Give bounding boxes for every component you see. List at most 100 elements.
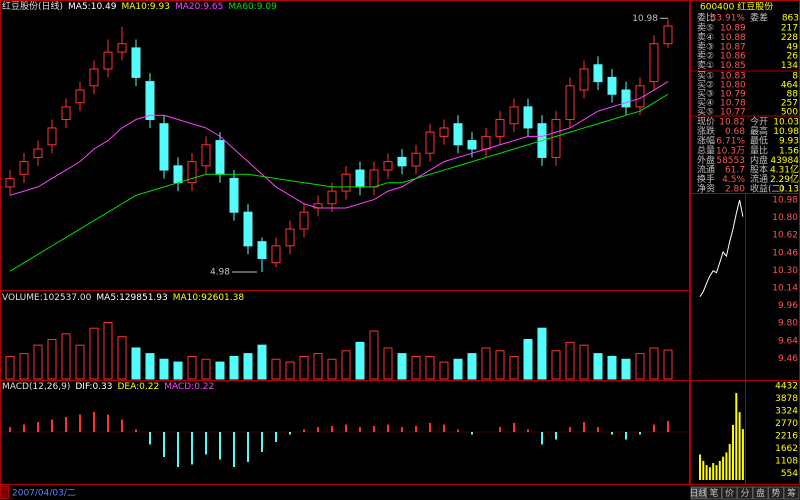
candle-body (271, 245, 281, 264)
candle-body (411, 152, 421, 167)
volume-bar (439, 361, 449, 380)
low-marker: 4.98 (210, 267, 230, 277)
quote-cell: 卖② (697, 51, 714, 62)
quote-cell: 257 (781, 99, 798, 109)
legend-item: MA60:9.09 (228, 2, 277, 12)
volume-bar (635, 353, 645, 380)
quote-cell: 8 (792, 72, 798, 82)
candle-body (607, 76, 617, 95)
volume-bar (61, 333, 71, 380)
volume-bar (243, 353, 253, 380)
quote-cell: 涨跌 (697, 126, 715, 137)
quote-cell: 买② (697, 80, 714, 91)
volume-bar (173, 361, 183, 380)
tab-label[interactable]: 日线 (689, 487, 707, 499)
quote-cell: 10.03 (773, 118, 799, 128)
price-label: 10.46 (772, 248, 798, 258)
quote-cell: 买⑤ (697, 107, 714, 118)
quote-cell: 量比 (750, 144, 768, 156)
quote-cell: 134 (781, 61, 798, 71)
volume-bar (47, 339, 57, 380)
quote-cell: 内盘 (750, 154, 768, 166)
quote-cell: 买① (697, 71, 714, 82)
candle-body (173, 165, 183, 184)
candle-body (341, 173, 351, 192)
legend-item: VOLUME:102537.00 (2, 293, 92, 303)
volume-bar (355, 341, 365, 380)
candle-body (383, 161, 393, 171)
quote-cell: 买③ (697, 89, 714, 100)
legend-item: MA5:10.49 (68, 2, 117, 12)
candle-body (187, 161, 197, 184)
volume-bar (467, 353, 477, 380)
tab-label[interactable]: 价 (725, 488, 734, 499)
price-label: 10.98 (772, 196, 798, 206)
candle-body (131, 47, 141, 78)
candle-body (159, 123, 169, 171)
volume-bar (495, 350, 505, 380)
volume-bar (5, 355, 15, 380)
quote-cell: 10.87 (720, 42, 746, 52)
high-marker: 10.98 (632, 14, 658, 24)
quote-cell: 收益(二) (750, 183, 784, 195)
tab-label[interactable]: 笔 (709, 487, 718, 499)
volume-bar (229, 355, 239, 380)
intraday-line (699, 199, 744, 297)
quote-cell: 0.13 (779, 185, 799, 195)
tab-label[interactable]: 筹 (787, 487, 796, 499)
quote-cell: 863 (782, 14, 799, 24)
volume-label: 2216 (775, 432, 798, 442)
tab-label[interactable]: 势 (771, 487, 780, 499)
volume-bar (187, 355, 197, 380)
quote-cell: 买④ (697, 98, 714, 109)
candle-body (439, 127, 449, 137)
volume-bar (397, 353, 407, 380)
volume-bar (89, 327, 99, 380)
quote-cell: 卖③ (697, 41, 714, 52)
volume-bar (145, 353, 155, 380)
quote-cell: 58553 (716, 156, 745, 166)
candle-body (579, 68, 589, 91)
chart-frame (0, 0, 690, 485)
price-label: 10.30 (772, 266, 798, 276)
tab-label[interactable]: 盘 (756, 487, 765, 499)
volume-bar (285, 361, 295, 380)
quote-cell: 委差 (750, 12, 768, 24)
price-label: 10.80 (772, 213, 798, 223)
quote-cell: 卖⑤ (697, 23, 714, 34)
quote-cell: 49 (787, 42, 799, 52)
macd-legend: MACD(12,26,9) DIF:0.33 DEA:0.22 MACD:0.22 (2, 382, 214, 392)
volume-bar (551, 350, 561, 380)
candle-body (621, 89, 631, 108)
candle-body (103, 51, 113, 70)
candle-body (523, 106, 533, 129)
quote-cell: 流通 (750, 173, 768, 185)
moving-average (9, 81, 669, 209)
legend-item: MA10:92601.38 (173, 293, 245, 303)
quote-cell: 228 (781, 33, 798, 43)
quote-cell: 43984 (770, 156, 799, 166)
legend-item: 红豆股份(日线) (2, 0, 63, 12)
scroll-marker (0, 486, 9, 499)
legend-item: MACD:0.22 (164, 382, 214, 392)
candle-body (47, 127, 57, 146)
candle-body (145, 81, 155, 121)
quote-cell: 500 (781, 108, 798, 118)
tab-label[interactable]: 分 (740, 488, 749, 499)
volume-label: 4432 (775, 382, 798, 392)
candle-body (33, 148, 43, 158)
quote-cell: 26 (787, 52, 799, 62)
price-label: 10.14 (772, 284, 798, 294)
volume-label: 3324 (775, 407, 798, 417)
quote-cell: 88 (787, 90, 799, 100)
tab[interactable] (783, 486, 800, 500)
volume-label: 3878 (775, 394, 798, 404)
legend-item: DEA:0.22 (118, 382, 160, 392)
candle-body (327, 190, 337, 205)
quote-title: 600400 红豆股份 (700, 1, 773, 13)
volume-bar (579, 344, 589, 380)
legend-item: DIF:0.33 (75, 382, 112, 392)
volume-bar (215, 361, 225, 380)
quote-cell: 10.78 (720, 99, 746, 109)
quote-cell: 217 (781, 24, 798, 34)
